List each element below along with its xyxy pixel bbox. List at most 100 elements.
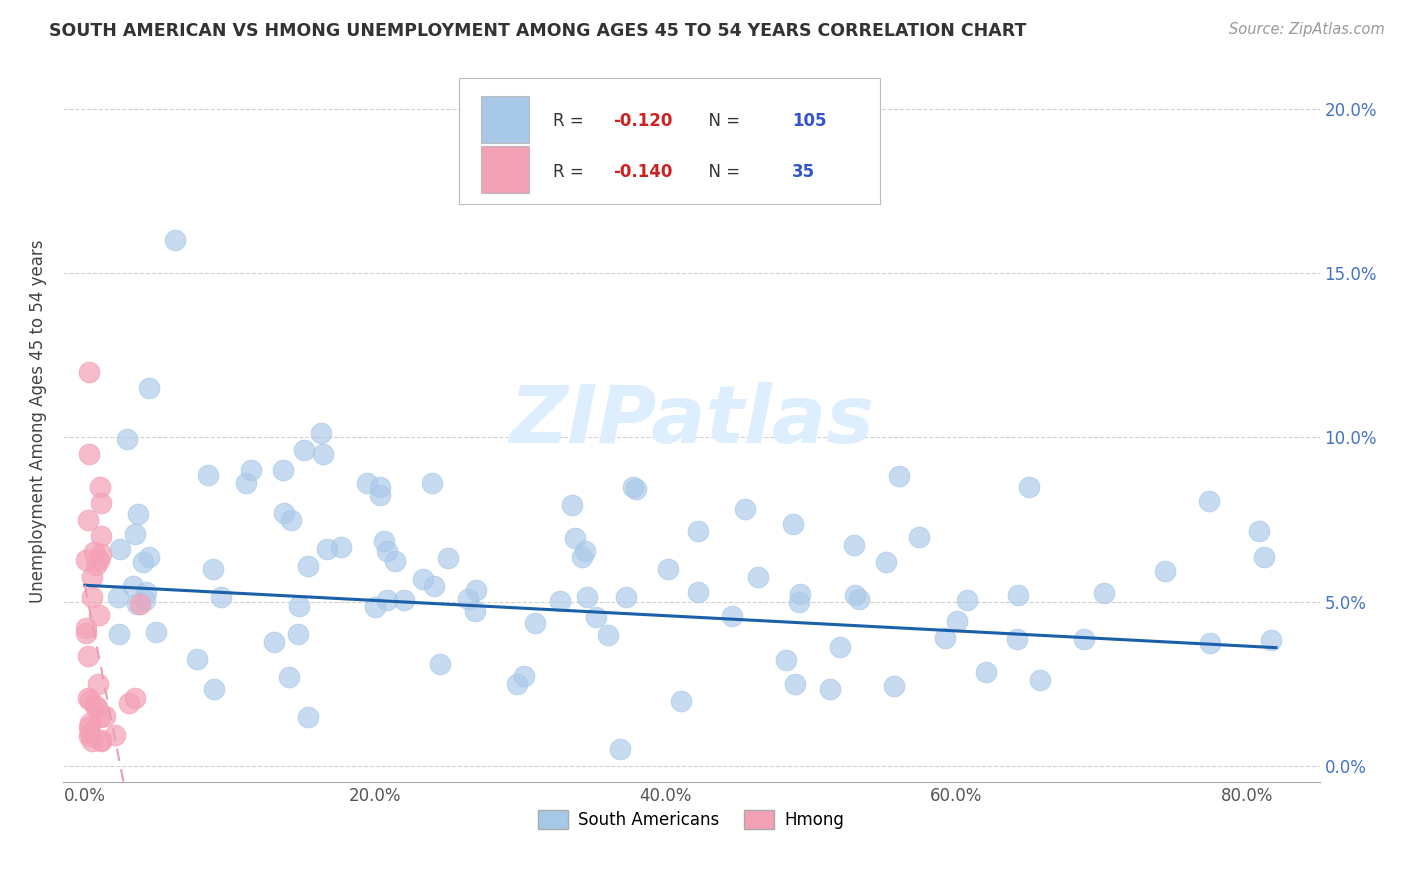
Point <box>1092 586 1115 600</box>
Point <box>79 726 101 740</box>
Point <box>76 690 98 705</box>
Point <box>82 570 104 584</box>
Point <box>263 635 285 649</box>
Point <box>368 488 391 502</box>
Point <box>93 709 115 723</box>
Point <box>292 443 315 458</box>
Point <box>277 670 299 684</box>
Point <box>783 677 806 691</box>
Point <box>79 365 101 379</box>
Point <box>107 590 129 604</box>
Point <box>789 587 811 601</box>
Point <box>437 551 460 566</box>
Point <box>734 502 756 516</box>
FancyBboxPatch shape <box>458 78 880 204</box>
Point <box>465 583 488 598</box>
Point <box>1253 550 1275 565</box>
Text: Source: ZipAtlas.com: Source: ZipAtlas.com <box>1229 22 1385 37</box>
Point <box>329 541 352 555</box>
Point <box>375 593 398 607</box>
Point <box>429 657 451 671</box>
Text: -0.120: -0.120 <box>613 112 673 130</box>
Point <box>76 512 98 526</box>
Text: -0.140: -0.140 <box>613 162 673 180</box>
Point <box>82 591 104 605</box>
Text: 35: 35 <box>792 162 815 180</box>
Point <box>720 609 742 624</box>
Point <box>356 476 378 491</box>
Point <box>830 640 852 654</box>
Point <box>90 732 112 747</box>
Point <box>79 729 101 743</box>
Point <box>84 558 107 573</box>
Point <box>77 719 100 733</box>
Point <box>135 585 157 599</box>
Point <box>186 652 208 666</box>
Point <box>90 547 112 561</box>
Point <box>1073 632 1095 646</box>
Point <box>609 742 631 756</box>
Point <box>115 433 138 447</box>
Point <box>686 524 709 538</box>
Point <box>368 480 391 494</box>
Point <box>423 578 446 592</box>
Point <box>506 677 529 691</box>
Point <box>818 681 841 696</box>
Text: 105: 105 <box>792 112 827 130</box>
Point <box>201 561 224 575</box>
Point <box>204 682 226 697</box>
Point <box>90 529 112 543</box>
Point <box>235 476 257 491</box>
Point <box>392 592 415 607</box>
Y-axis label: Unemployment Among Ages 45 to 54 years: Unemployment Among Ages 45 to 54 years <box>30 239 46 603</box>
Point <box>129 598 152 612</box>
Point <box>83 545 105 559</box>
Legend: South Americans, Hmong: South Americans, Hmong <box>531 803 851 836</box>
Point <box>686 585 709 599</box>
Text: SOUTH AMERICAN VS HMONG UNEMPLOYMENT AMONG AGES 45 TO 54 YEARS CORRELATION CHART: SOUTH AMERICAN VS HMONG UNEMPLOYMENT AMO… <box>49 22 1026 40</box>
Point <box>288 599 311 613</box>
Point <box>122 579 145 593</box>
Point <box>908 529 931 543</box>
Point <box>1198 494 1220 508</box>
Point <box>945 614 967 628</box>
Point <box>889 468 911 483</box>
Point <box>79 693 101 707</box>
Point <box>90 496 112 510</box>
Point <box>848 592 870 607</box>
Text: R =: R = <box>553 112 589 130</box>
Point <box>621 480 644 494</box>
Point <box>775 653 797 667</box>
Point <box>548 593 571 607</box>
Point <box>1018 480 1040 494</box>
Point <box>104 729 127 743</box>
Point <box>956 592 979 607</box>
Point <box>75 553 97 567</box>
Text: R =: R = <box>553 162 589 180</box>
Point <box>197 467 219 482</box>
Point <box>84 699 107 714</box>
Point <box>89 709 111 723</box>
Point <box>1260 632 1282 647</box>
Point <box>598 628 620 642</box>
Point <box>1007 632 1029 646</box>
Point <box>464 604 486 618</box>
Point <box>782 517 804 532</box>
Point <box>974 665 997 680</box>
Point <box>127 507 149 521</box>
Point <box>576 590 599 604</box>
Point <box>75 625 97 640</box>
Point <box>87 607 110 622</box>
Point <box>127 597 149 611</box>
Point <box>585 609 607 624</box>
Point <box>420 476 443 491</box>
Point <box>165 233 187 247</box>
Point <box>315 541 337 556</box>
Point <box>1199 636 1222 650</box>
Point <box>138 549 160 564</box>
Point <box>108 542 131 557</box>
Point <box>934 632 956 646</box>
Point <box>134 593 156 607</box>
Point <box>312 447 335 461</box>
Point <box>787 595 810 609</box>
